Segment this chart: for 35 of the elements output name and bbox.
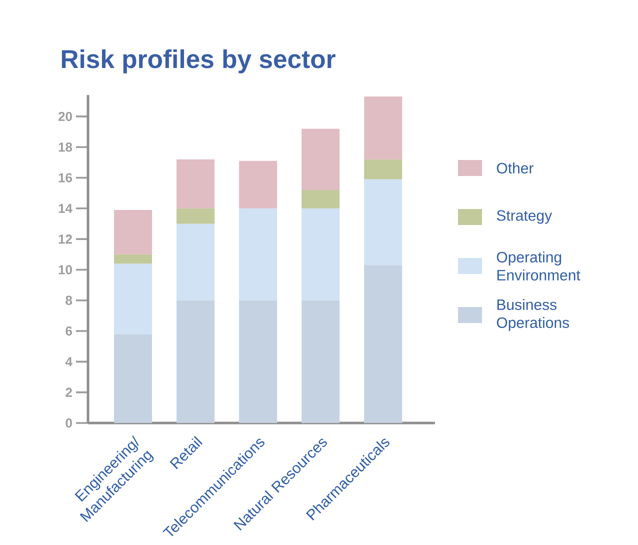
y-tick-label: 10 — [58, 265, 72, 274]
bar — [176, 300, 215, 423]
y-tick-label: 6 — [66, 326, 72, 336]
bar — [176, 208, 215, 224]
bar — [176, 159, 215, 208]
bar — [114, 264, 152, 334]
chart-title: Risk profiles by sector — [62, 49, 336, 74]
bar — [364, 179, 402, 266]
bar — [302, 208, 340, 300]
bar — [364, 96, 402, 160]
y-tick-label: 4 — [65, 357, 72, 366]
y-tick-label: 16 — [58, 173, 72, 182]
bar — [239, 160, 278, 208]
bar — [114, 334, 152, 423]
bar — [176, 224, 215, 300]
bar — [302, 190, 340, 208]
y-tick-label: 2 — [66, 388, 72, 397]
bar — [239, 300, 278, 423]
y-tick-label: 12 — [58, 234, 72, 244]
legend-label: Business Operations — [496, 298, 570, 331]
bar — [302, 300, 340, 423]
y-tick-label: 20 — [58, 112, 72, 122]
bar — [364, 159, 402, 180]
y-tick-label: 18 — [58, 142, 72, 152]
bar — [302, 128, 340, 190]
y-tick-label: 8 — [66, 296, 72, 305]
bar — [239, 208, 278, 300]
bar — [364, 265, 402, 423]
bar — [114, 210, 152, 254]
y-tick-label: 0 — [66, 418, 72, 428]
legend-label: Strategy — [496, 210, 552, 224]
legend-label: Other — [496, 162, 534, 174]
bar — [114, 254, 152, 264]
y-tick-label: 14 — [58, 204, 72, 213]
legend-label: Operating Environment — [496, 251, 580, 280]
